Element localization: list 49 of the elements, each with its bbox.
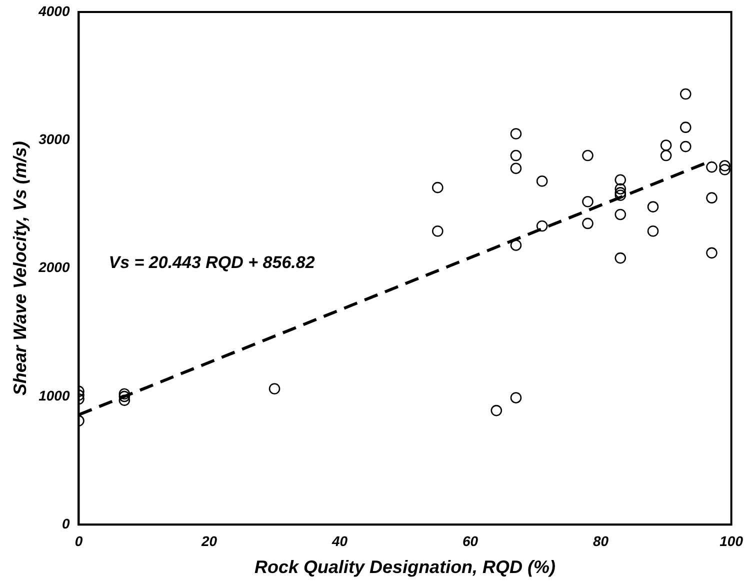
point: [536, 176, 548, 187]
point: [660, 140, 672, 151]
point: [582, 218, 594, 230]
point: [268, 383, 280, 394]
point: [118, 394, 130, 406]
y-tick-label: 4000: [38, 2, 70, 19]
y-tick-label: 0: [62, 515, 70, 532]
point: [680, 140, 692, 152]
point: [118, 390, 130, 402]
x-tick-label: 80: [593, 532, 609, 549]
x-tick-label: 40: [330, 532, 348, 549]
y-tick-label: 1000: [38, 387, 70, 404]
point: [647, 201, 659, 212]
y-axis-title: Shear Wave Velocity, Vs (m/s): [10, 141, 30, 396]
point: [582, 150, 594, 162]
point: [614, 183, 626, 194]
x-tick-label: 60: [462, 532, 478, 549]
y-tick-label: 3000: [38, 131, 70, 148]
point: [536, 220, 548, 232]
point: [510, 392, 522, 404]
annotation: Vs = 20.443 RQD + 856.82: [108, 252, 316, 272]
point: [719, 160, 730, 172]
point: [680, 122, 692, 133]
point: [706, 161, 718, 173]
point: [582, 196, 594, 208]
point: [510, 162, 522, 174]
point: [614, 252, 626, 264]
point: [719, 164, 730, 176]
point: [614, 187, 626, 198]
point: [490, 404, 502, 416]
point: [510, 240, 522, 251]
point: [660, 150, 672, 162]
x-axis-title: Rock Quality Designation, RQD (%): [254, 557, 556, 578]
x-tick-label: 0: [74, 532, 83, 549]
x-tick-label: 20: [200, 532, 218, 549]
point: [614, 208, 626, 220]
point: [706, 247, 718, 259]
point: [510, 150, 522, 162]
point: [432, 225, 444, 237]
point: [614, 190, 626, 201]
y-tick-label: 2000: [38, 259, 70, 276]
x-tick-label: 100: [720, 532, 744, 549]
point: [510, 128, 522, 140]
point: [680, 88, 692, 100]
point: [432, 182, 444, 194]
point: [647, 225, 659, 237]
point: [118, 388, 130, 400]
point: [706, 192, 718, 204]
point: [614, 174, 626, 186]
